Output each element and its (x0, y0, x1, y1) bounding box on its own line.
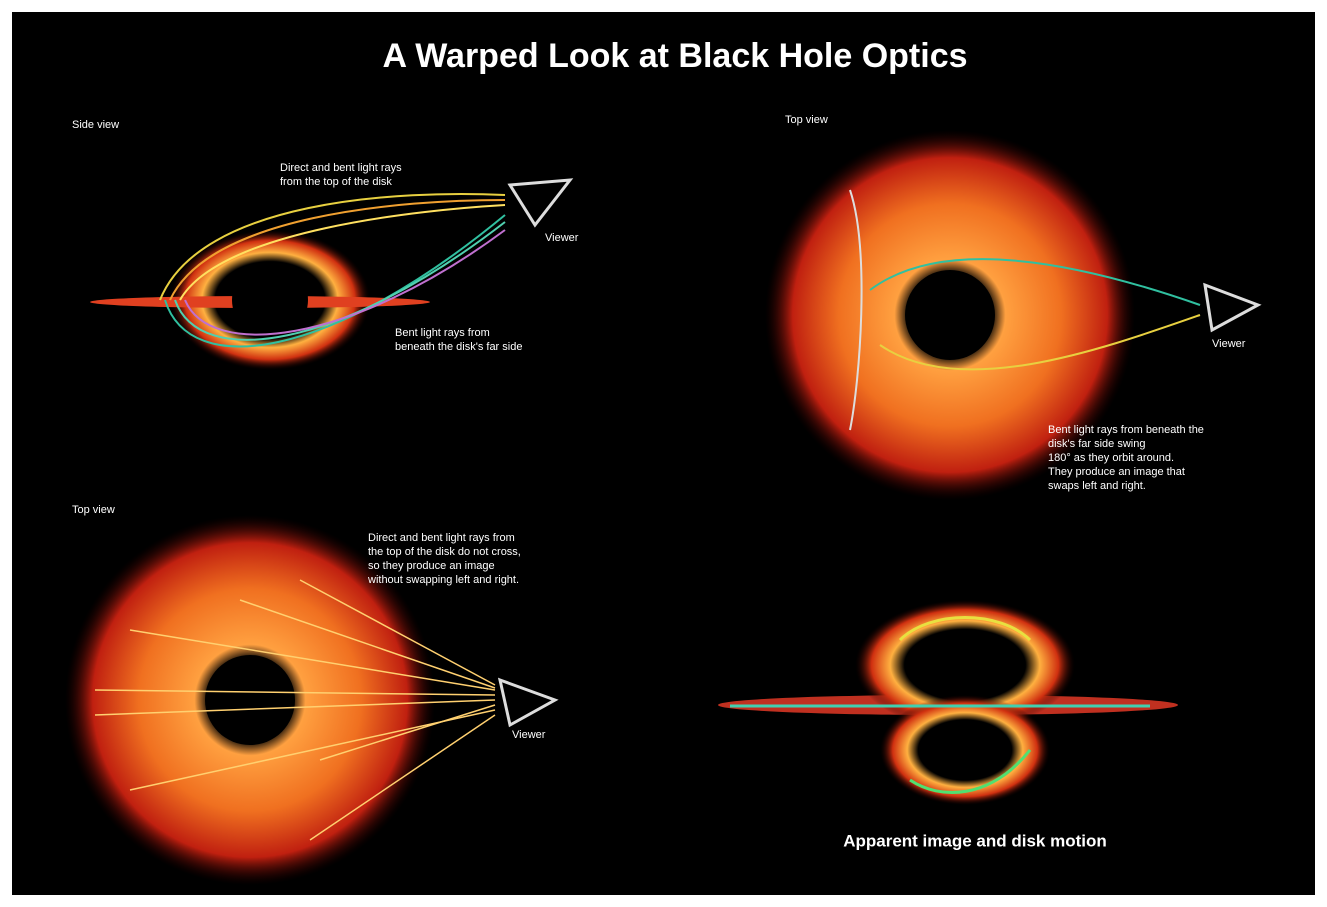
note: Direct and bent light rays from the top o… (367, 532, 521, 586)
rays (94, 579, 496, 841)
black-hole (205, 655, 295, 745)
disk-motion (898, 616, 1032, 642)
caption: Apparent image and disk motion (843, 831, 1107, 850)
viewer-icon (1203, 282, 1262, 333)
note-line: disk's far side swing (1048, 438, 1145, 450)
note-line: swaps left and right. (1048, 480, 1146, 492)
note: Direct and bent light rays from the top o… (280, 162, 402, 188)
disk-motion (909, 749, 1032, 794)
black-hole (905, 270, 995, 360)
note-line: 180° as they orbit around. (1048, 452, 1174, 464)
note-line: Direct and bent light rays (280, 162, 402, 174)
rays (849, 189, 1201, 431)
black-hole (232, 262, 308, 338)
panel-label: Top view (72, 504, 115, 516)
note-line: Bent light rays from (395, 327, 490, 339)
rays (159, 192, 506, 348)
note-line: Bent light rays from beneath the (1048, 424, 1204, 436)
viewer-label: Viewer (512, 729, 546, 741)
note-line: Direct and bent light rays from (368, 532, 515, 544)
note-line: beneath the disk's far side (395, 341, 522, 353)
note-line: so they produce an image (368, 560, 495, 572)
lower-image (880, 695, 1050, 805)
title: A Warped Look at Black Hole Optics (382, 37, 967, 75)
note-line: from the top of the disk (280, 176, 392, 188)
note-line: the top of the disk do not cross, (368, 546, 521, 558)
viewer-icon (497, 677, 559, 728)
viewer-label: Viewer (545, 232, 579, 244)
panel-label: Top view (785, 114, 828, 126)
viewer-icon (507, 178, 574, 228)
note-line: They produce an image that (1048, 466, 1185, 478)
note: Bent light rays from beneath the disk's f… (395, 327, 522, 353)
panel-label: Side view (72, 119, 119, 131)
note-line: without swapping left and right. (367, 574, 519, 586)
viewer-label: Viewer (1212, 338, 1246, 350)
note: Bent light rays from beneath the disk's f… (1048, 424, 1204, 492)
